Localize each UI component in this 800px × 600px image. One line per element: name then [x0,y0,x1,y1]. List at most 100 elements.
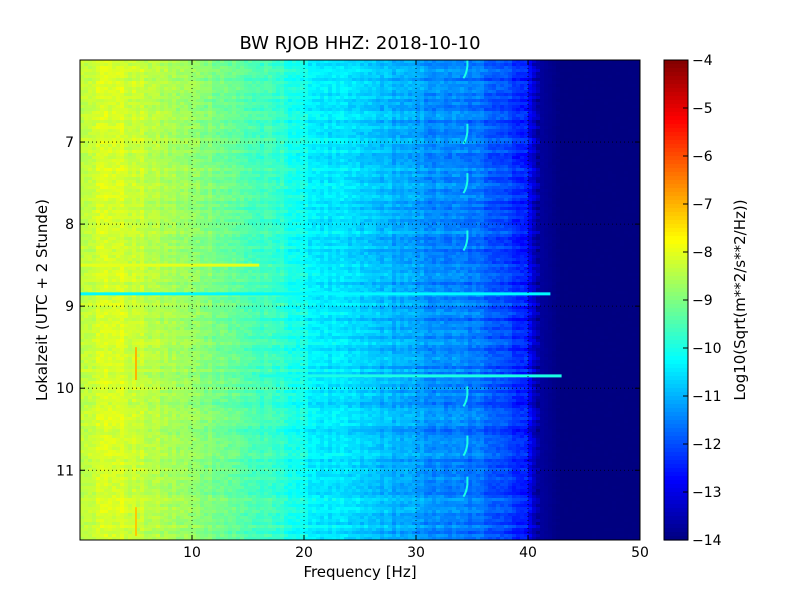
heatmap-cell [328,102,333,106]
heatmap-cell [460,111,465,115]
heatmap-cell [576,96,581,100]
heatmap-cell [368,99,373,103]
heatmap-cell [156,108,161,112]
heatmap-cell [528,114,533,118]
heatmap-cell [424,105,429,109]
heatmap-cell [420,135,425,139]
heatmap-cell [192,129,197,133]
heatmap-cell [628,102,633,106]
heatmap-cell [476,78,481,82]
heatmap-cell [168,78,173,82]
heatmap-cell [468,66,473,70]
heatmap-cell [464,99,469,103]
heatmap-cell [636,114,640,118]
heatmap-cell [444,111,449,115]
heatmap-cell [140,138,145,142]
heatmap-cell [484,114,489,118]
heatmap-cell [312,66,317,70]
heatmap-cell [260,96,265,100]
heatmap-cell [136,90,141,94]
heatmap-cell [120,72,125,76]
heatmap-cell [308,111,313,115]
heatmap-cell [596,96,601,100]
heatmap-cell [460,141,465,145]
heatmap-cell [152,141,157,145]
heatmap-cell [116,135,121,139]
heatmap-cell [192,90,197,94]
heatmap-cell [560,150,565,154]
heatmap-cell [592,66,597,70]
heatmap-cell [556,150,561,154]
heatmap-cell [180,87,185,91]
heatmap-cell [248,153,253,157]
heatmap-cell [256,66,261,70]
heatmap-cell [112,138,117,142]
heatmap-cell [124,153,129,157]
heatmap-cell [232,96,237,100]
heatmap-cell [272,138,277,142]
heatmap-cell [224,108,229,112]
heatmap-cell [504,66,509,70]
heatmap-cell [240,81,245,85]
heatmap-cell [412,108,417,112]
heatmap-cell [352,60,357,64]
heatmap-cell [164,129,169,133]
heatmap-cell [504,87,509,91]
heatmap-cell [572,114,577,118]
heatmap-cell [392,93,397,97]
heatmap-cell [152,132,157,136]
heatmap-cell [408,99,413,103]
heatmap-cell [428,63,433,67]
heatmap-cell [596,144,601,148]
heatmap-cell [532,123,537,127]
heatmap-cell [240,126,245,130]
heatmap-cell [96,75,101,79]
heatmap-cell [464,96,469,100]
heatmap-cell [124,135,129,139]
heatmap-cell [100,114,105,118]
heatmap-cell [512,90,517,94]
heatmap-cell [596,114,601,118]
heatmap-cell [376,69,381,73]
heatmap-cell [272,132,277,136]
heatmap-cell [96,63,101,67]
heatmap-cell [520,120,525,124]
heatmap-cell [380,69,385,73]
heatmap-cell [276,102,281,106]
heatmap-cell [288,102,293,106]
heatmap-cell [312,138,317,142]
heatmap-cell [296,144,301,148]
heatmap-cell [192,150,197,154]
heatmap-cell [356,75,361,79]
heatmap-cell [536,120,541,124]
heatmap-cell [160,78,165,82]
heatmap-cell [192,96,197,100]
heatmap-cell [168,153,173,157]
heatmap-cell [408,123,413,127]
heatmap-cell [228,63,233,67]
heatmap-cell [132,117,137,121]
heatmap-cell [416,99,421,103]
heatmap-cell [176,90,181,94]
heatmap-cell [516,72,521,76]
heatmap-cell [332,144,337,148]
heatmap-cell [596,60,601,64]
heatmap-cell [164,132,169,136]
heatmap-cell [232,138,237,142]
heatmap-cell [528,102,533,106]
heatmap-cell [228,105,233,109]
heatmap-cell [508,108,513,112]
heatmap-cell [260,132,265,136]
heatmap-cell [368,123,373,127]
heatmap-cell [616,111,621,115]
heatmap-cell [500,129,505,133]
heatmap-cell [572,84,577,88]
heatmap-cell [88,81,93,85]
heatmap-cell [148,126,153,130]
heatmap-cell [596,123,601,127]
heatmap-cell [480,138,485,142]
heatmap-cell [564,138,569,142]
heatmap-cell [616,135,621,139]
heatmap-cell [256,135,261,139]
heatmap-cell [460,144,465,148]
